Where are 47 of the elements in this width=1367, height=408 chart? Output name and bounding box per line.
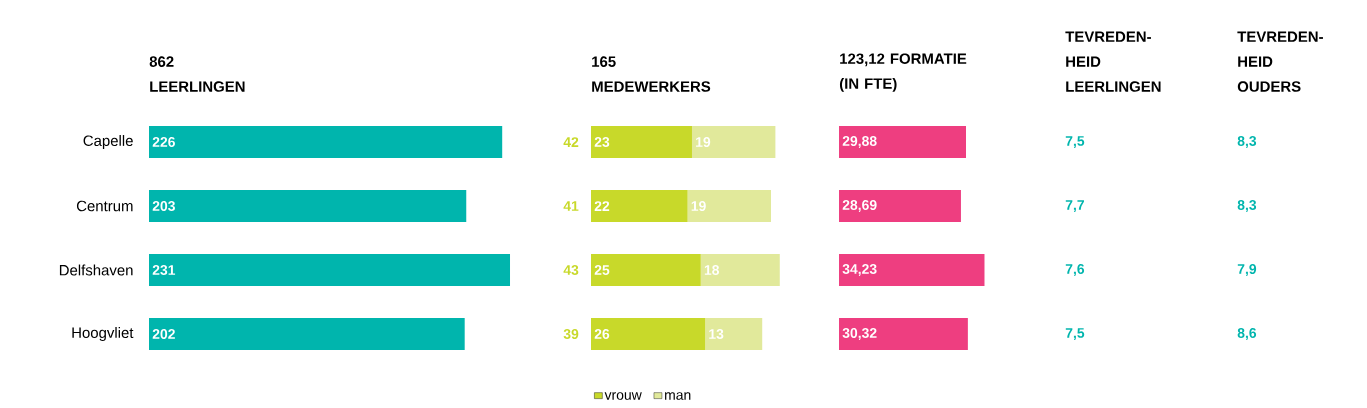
y-tick-label: Centrum — [76, 200, 133, 212]
text: TEVREDEN-HEID LEERLINGEN — [1065, 31, 1161, 92]
data-label: 7,5 — [1065, 136, 1085, 148]
total-label: 41 — [563, 201, 579, 211]
y-tick-label: Delfshaven — [59, 264, 133, 276]
bar — [591, 126, 692, 158]
data-label: 13 — [709, 329, 724, 339]
data-label: 34,23 — [842, 264, 877, 276]
data-label: 23 — [594, 137, 610, 147]
bar — [687, 190, 771, 222]
data-label: 8,6 — [1237, 328, 1257, 340]
data-label: 8,3 — [1237, 200, 1257, 212]
bar — [700, 254, 780, 287]
chart-title: 862 LEERLINGEN — [149, 56, 245, 92]
data-label: 226 — [152, 137, 175, 147]
bar — [591, 190, 688, 222]
y-tick-label: Hoogvliet — [72, 327, 134, 341]
data-label: 19 — [696, 137, 711, 147]
data-label: 7,6 — [1065, 264, 1085, 276]
data-label: 7,7 — [1065, 200, 1084, 212]
legend-label: vrouw — [604, 392, 642, 400]
data-label: 202 — [152, 329, 175, 339]
total-label: 39 — [563, 329, 579, 339]
data-label: 22 — [594, 201, 610, 211]
data-label: 25 — [594, 265, 610, 275]
data-label: 30,32 — [842, 328, 877, 340]
data-label: 203 — [152, 201, 175, 211]
data-label: 7,9 — [1237, 264, 1257, 276]
data-label: 19 — [691, 201, 706, 211]
legend-label: man — [665, 392, 691, 400]
data-label: 26 — [594, 329, 610, 339]
text: TEVREDEN-HEID OUDERS — [1237, 31, 1323, 92]
bar — [691, 126, 776, 158]
bar — [705, 318, 763, 351]
data-label: 28,69 — [842, 200, 877, 212]
data-label: 7,5 — [1065, 328, 1085, 340]
chart-title: 123,12 FORMATIE (IN FTE) — [839, 53, 967, 92]
y-tick-label: Capelle — [83, 135, 133, 149]
bar — [591, 318, 706, 351]
data-label: 8,3 — [1237, 136, 1257, 148]
data-label: 29,88 — [842, 136, 877, 148]
total-label: 42 — [563, 137, 579, 147]
data-label: 231 — [152, 265, 176, 275]
data-label: 18 — [704, 265, 720, 275]
chart-title: 165 MEDEWERKERS — [592, 56, 711, 92]
total-label: 43 — [563, 265, 579, 275]
bar — [591, 254, 701, 287]
